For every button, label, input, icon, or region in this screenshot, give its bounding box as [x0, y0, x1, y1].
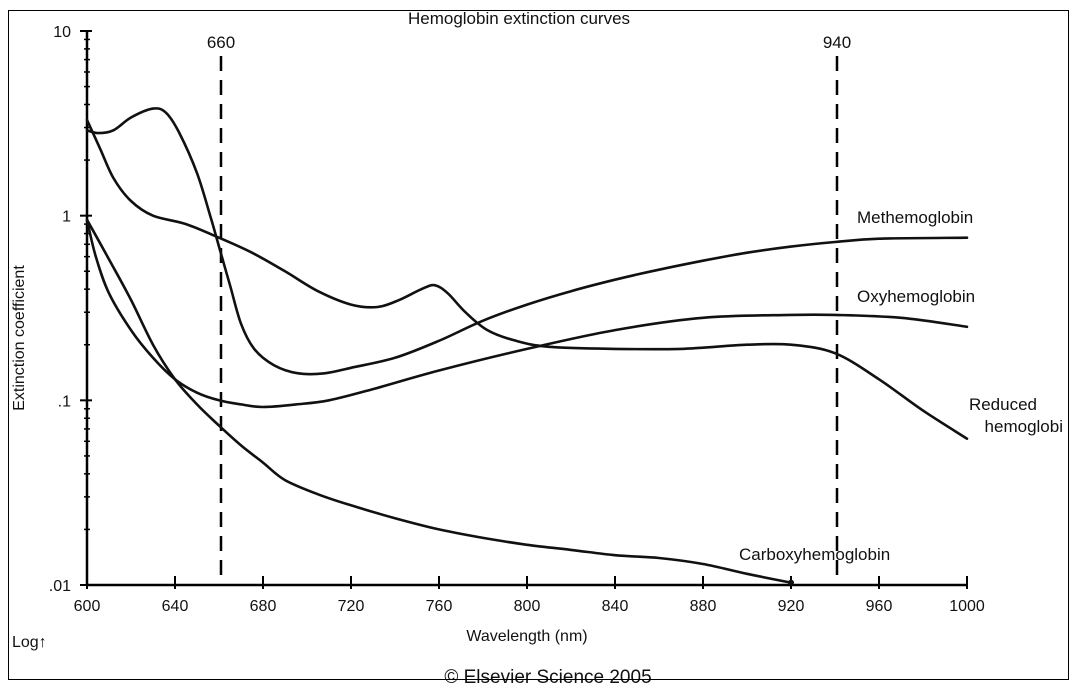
x-axis-label: Wavelength (nm): [466, 628, 587, 645]
x-tick-label-600: 600: [74, 598, 101, 615]
series-end-marker-carboxyhemoglobin: [788, 579, 794, 586]
curves: [85, 107, 969, 586]
y-axis-label: Extinction coefficient: [11, 265, 28, 411]
y-tick-label-.01: .01: [49, 578, 71, 595]
y-tick-label-1: 1: [62, 209, 71, 226]
y-tick-label-10: 10: [53, 24, 71, 41]
x-tick-label-1000: 1000: [949, 598, 985, 615]
curve-labels: Methemoglobin Oxyhemoglobin Reduced hemoglo…: [739, 208, 1063, 564]
figure-frame: [8, 10, 1069, 680]
x-tick-label-640: 640: [162, 598, 189, 615]
reference-label-660: 660: [207, 33, 235, 52]
x-tick-label-800: 800: [514, 598, 541, 615]
reference-lines: 660 940: [207, 33, 851, 585]
series-label-reduced-hemoglobin-1: hemoglobi: [985, 417, 1063, 436]
series-label-methemoglobin: Methemoglobin: [857, 208, 973, 227]
series-line-oxyhemoglobin: [85, 218, 969, 409]
copyright-credit: © Elsevier Science 2005: [444, 667, 651, 684]
series-line-methemoglobin: [85, 107, 969, 376]
x-tick-label-920: 920: [778, 598, 805, 615]
y-tick-label-.1: .1: [58, 393, 71, 410]
series-label-carboxyhemoglobin: Carboxyhemoglobin: [739, 545, 890, 564]
x-tick-label-840: 840: [602, 598, 629, 615]
x-tick-label-680: 680: [250, 598, 277, 615]
x-tick-label-760: 760: [426, 598, 453, 615]
chart-title: Hemoglobin extinction curves: [408, 9, 630, 28]
series-label-oxyhemoglobin: Oxyhemoglobin: [857, 287, 975, 306]
x-tick-label-960: 960: [866, 598, 893, 615]
x-tick-label-720: 720: [338, 598, 365, 615]
x-tick-label-880: 880: [690, 598, 717, 615]
series-label-reduced-hemoglobin: Reduced: [969, 395, 1037, 414]
series-line-reduced-hemoglobin: [85, 118, 969, 440]
ticks: 600 640 680 720 760 800 840 880 920 960 1000 .01 .1 1…: [49, 24, 985, 615]
reference-label-940: 940: [823, 33, 851, 52]
log-scale-note: Log↑: [12, 634, 47, 651]
series-line-carboxyhemoglobin: [85, 218, 793, 584]
